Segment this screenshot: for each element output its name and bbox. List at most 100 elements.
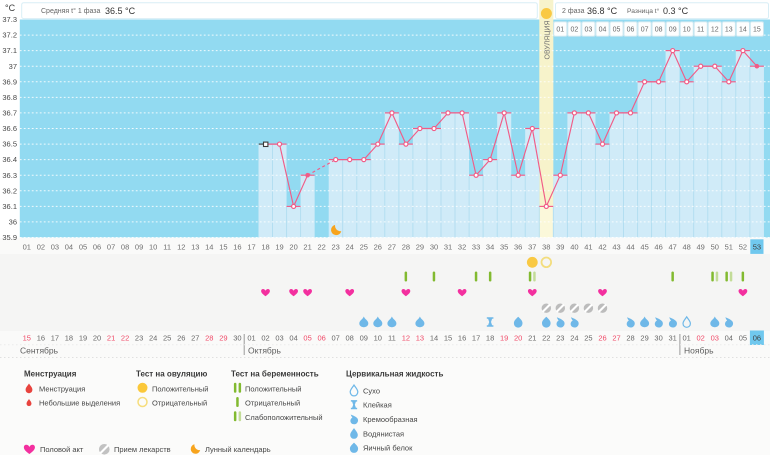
svg-text:Половой акт: Половой акт [40,445,84,454]
svg-text:36.7: 36.7 [2,109,17,118]
svg-text:Небольшие выделения: Небольшие выделения [39,399,120,408]
svg-text:Менструация: Менструация [39,384,85,393]
svg-text:36.8 °C: 36.8 °C [587,6,618,16]
svg-text:25: 25 [360,242,368,251]
svg-text:Сентябрь: Сентябрь [20,346,59,356]
svg-text:20: 20 [93,333,101,342]
svg-text:37.2: 37.2 [2,31,17,40]
svg-text:10: 10 [374,333,382,342]
svg-text:Отрицательный: Отрицательный [152,399,207,408]
svg-text:04: 04 [65,242,73,251]
svg-text:31: 31 [444,242,452,251]
svg-text:21: 21 [107,333,115,342]
svg-text:24: 24 [570,333,578,342]
svg-text:05: 05 [613,27,621,34]
svg-text:Тест на беременность: Тест на беременность [231,370,319,379]
svg-text:36.8: 36.8 [2,93,17,102]
svg-text:Тест на овуляцию: Тест на овуляцию [136,370,207,379]
svg-text:Менструация: Менструация [24,370,77,379]
svg-text:18: 18 [261,242,269,251]
svg-text:06: 06 [627,27,635,34]
svg-text:42: 42 [598,242,606,251]
svg-text:05: 05 [739,333,747,342]
svg-text:Отрицательный: Отрицательный [245,399,300,408]
svg-text:01: 01 [23,242,31,251]
svg-text:36.5: 36.5 [2,140,17,149]
svg-text:36.2: 36.2 [2,186,17,195]
svg-text:28: 28 [402,242,410,251]
svg-text:47: 47 [669,242,677,251]
svg-text:23: 23 [556,333,564,342]
svg-text:39: 39 [556,242,564,251]
svg-text:26: 26 [598,333,606,342]
svg-text:30: 30 [233,333,241,342]
svg-text:11: 11 [697,27,704,34]
svg-text:13: 13 [416,333,424,342]
svg-text:Разница t°: Разница t° [627,7,660,15]
svg-text:16: 16 [37,333,45,342]
svg-text:08: 08 [346,333,354,342]
svg-text:36.3: 36.3 [2,171,17,180]
svg-text:03: 03 [585,27,593,34]
svg-text:23: 23 [332,242,340,251]
svg-text:26: 26 [374,242,382,251]
svg-text:21: 21 [528,333,536,342]
svg-text:14: 14 [739,27,747,34]
svg-text:35: 35 [500,242,508,251]
svg-text:36.1: 36.1 [2,202,17,211]
svg-text:04: 04 [289,333,297,342]
svg-text:43: 43 [612,242,620,251]
svg-text:02: 02 [697,333,705,342]
svg-text:07: 07 [332,333,340,342]
svg-text:Положительный: Положительный [245,384,301,393]
svg-text:46: 46 [654,242,662,251]
svg-text:36.9: 36.9 [2,77,17,86]
svg-text:Водянистая: Водянистая [363,429,404,438]
svg-text:10: 10 [149,242,157,251]
svg-text:19: 19 [79,333,87,342]
svg-text:27: 27 [191,333,199,342]
svg-text:28: 28 [626,333,634,342]
svg-text:36.5 °C: 36.5 °C [105,6,136,16]
svg-text:50: 50 [711,242,719,251]
svg-text:2 фаза: 2 фаза [562,8,585,15]
svg-text:07: 07 [107,242,115,251]
svg-text:22: 22 [318,242,326,251]
svg-text:36: 36 [9,218,17,227]
svg-text:09: 09 [135,242,143,251]
svg-text:12: 12 [711,27,719,34]
svg-text:52: 52 [739,242,747,251]
svg-text:Сухо: Сухо [363,386,380,395]
svg-text:14: 14 [430,333,438,342]
svg-text:Октябрь: Октябрь [248,346,282,356]
svg-text:19: 19 [500,333,508,342]
svg-text:38: 38 [542,242,550,251]
svg-text:20: 20 [514,333,522,342]
svg-text:05: 05 [79,242,87,251]
svg-text:17: 17 [472,333,480,342]
svg-text:03: 03 [711,333,719,342]
svg-text:02: 02 [37,242,45,251]
svg-text:22: 22 [542,333,550,342]
svg-text:29: 29 [416,242,424,251]
svg-text:15: 15 [219,242,227,251]
svg-text:06: 06 [318,333,326,342]
svg-text:48: 48 [683,242,691,251]
svg-text:06: 06 [93,242,101,251]
svg-text:13: 13 [725,27,733,34]
svg-text:36: 36 [514,242,522,251]
svg-text:02: 02 [261,333,269,342]
svg-text:Средняя t° 1 фаза: Средняя t° 1 фаза [41,7,100,15]
svg-text:11: 11 [388,333,396,342]
svg-text:Яичный белок: Яичный белок [363,444,413,453]
svg-text:12: 12 [402,333,410,342]
svg-text:09: 09 [669,27,677,34]
svg-text:35.9: 35.9 [2,233,17,242]
svg-text:28: 28 [205,333,213,342]
svg-text:15: 15 [444,333,452,342]
svg-text:30: 30 [430,242,438,251]
svg-text:33: 33 [472,242,480,251]
svg-text:25: 25 [584,333,592,342]
svg-text:Положительный: Положительный [152,384,208,393]
svg-text:26: 26 [177,333,185,342]
